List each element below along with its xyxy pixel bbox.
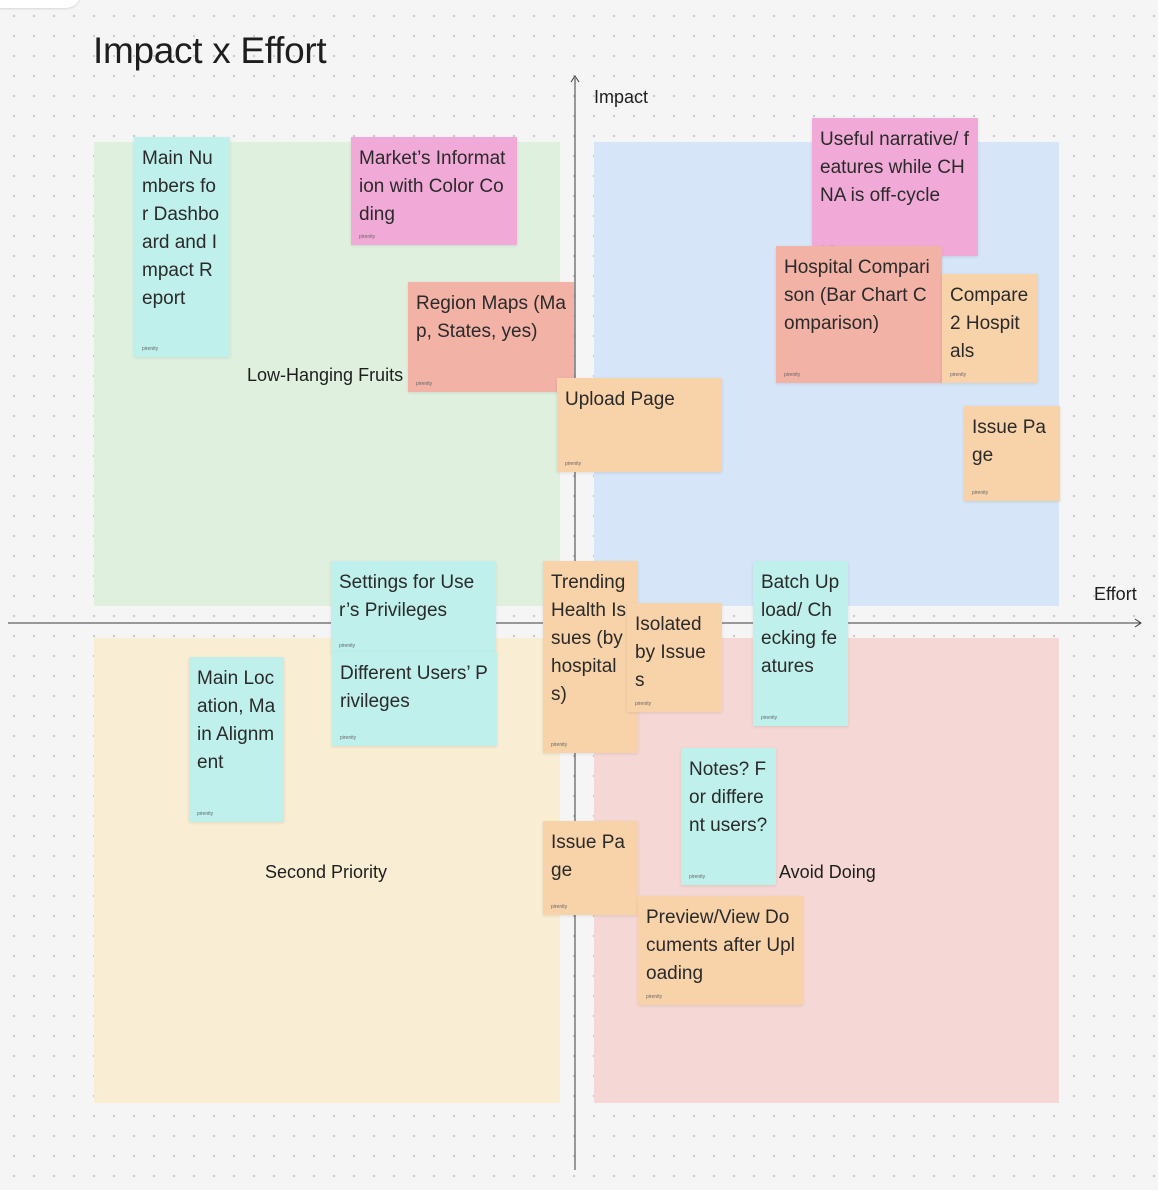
note-text: Trending Health Issues (by hospitals) (551, 572, 626, 705)
note-author-tag: pirenity (689, 874, 706, 880)
note-text: Issue Page (972, 417, 1046, 466)
note-author-tag: pirenity (646, 994, 663, 1000)
note-author-tag: pirenity (565, 461, 582, 467)
note-author-tag: pirenity (197, 811, 214, 817)
note-text: Batch Upload/ Checking features (761, 572, 840, 677)
note-author-tag: pirenity (340, 735, 357, 741)
note-text: Market’s Information with Color Coding (359, 148, 506, 225)
note-text: Preview/View Documents after Uploading (646, 907, 795, 984)
x-axis-label: Effort (1094, 584, 1137, 604)
note-text: Main Numbers for Dashboard and Impact Re… (142, 148, 220, 309)
note-text: Upload Page (565, 389, 675, 410)
y-axis-arrow (570, 75, 580, 83)
note-author-tag: pirenity (551, 904, 568, 910)
quadrant-label-low-hanging-fruits: Low-Hanging Fruits (247, 365, 404, 385)
sticky-note[interactable]: Market’s Information with Color Coding p… (351, 137, 517, 245)
sticky-note[interactable]: Issue Page pirenity (964, 406, 1060, 501)
note-text: Region Maps (Map, States, yes) (416, 293, 566, 342)
sticky-note[interactable]: Trending Health Issues (by hospitals) pi… (543, 561, 638, 753)
sticky-note[interactable]: Useful narrative/ features while CHNA is… (812, 118, 978, 256)
sticky-note[interactable]: Main Numbers for Dashboard and Impact Re… (134, 137, 230, 357)
sticky-note[interactable]: Preview/View Documents after Uploading p… (638, 896, 803, 1005)
sticky-note[interactable]: Upload Page pirenity (557, 378, 722, 472)
note-text: Useful narrative/ features while CHNA is… (820, 129, 969, 206)
sticky-note[interactable]: Notes? For different users? pirenity (681, 748, 776, 885)
sticky-note[interactable]: Region Maps (Map, States, yes) pirenity (408, 282, 574, 392)
y-axis-label: Impact (594, 87, 649, 107)
note-text: Isolated by Issues (635, 614, 706, 691)
note-author-tag: pirenity (142, 346, 159, 352)
sticky-note[interactable]: Main Location, Main Alignment pirenity (189, 657, 284, 822)
note-author-tag: pirenity (950, 372, 967, 378)
note-author-tag: pirenity (359, 234, 376, 240)
sticky-note[interactable]: Settings for User’s Privileges pirenity (331, 561, 496, 654)
sticky-note[interactable]: Different Users’ Privileges pirenity (332, 652, 497, 746)
note-text: Hospital Comparison (Bar Chart Compariso… (784, 257, 930, 334)
note-author-tag: pirenity (784, 372, 801, 378)
sticky-note[interactable]: Issue Page pirenity (543, 821, 638, 915)
sticky-note[interactable]: Hospital Comparison (Bar Chart Compariso… (776, 246, 942, 383)
toolbar-corner[interactable] (0, 0, 80, 8)
sticky-note[interactable]: Batch Upload/ Checking features pirenity (753, 561, 848, 726)
quadrant-label-avoid-doing: Avoid Doing (779, 862, 876, 882)
note-author-tag: pirenity (339, 643, 356, 649)
quadrant-label-second-priority: Second Priority (265, 862, 388, 882)
sticky-note[interactable]: Compare 2 Hospitals pirenity (942, 274, 1038, 383)
sticky-note[interactable]: Isolated by Issues pirenity (627, 603, 722, 712)
note-author-tag: pirenity (551, 742, 568, 748)
note-text: Different Users’ Privileges (340, 663, 488, 712)
note-text: Issue Page (551, 832, 625, 881)
note-text: Main Location, Main Alignment (197, 668, 276, 773)
note-author-tag: pirenity (972, 490, 989, 496)
note-author-tag: pirenity (761, 715, 778, 721)
x-axis-arrow (1134, 618, 1142, 628)
note-text: Notes? For different users? (689, 759, 768, 836)
note-author-tag: pirenity (416, 381, 433, 387)
board-title: Impact x Effort (93, 30, 327, 71)
note-author-tag: pirenity (635, 701, 652, 707)
note-text: Compare 2 Hospitals (950, 285, 1029, 362)
note-text: Settings for User’s Privileges (339, 572, 475, 621)
